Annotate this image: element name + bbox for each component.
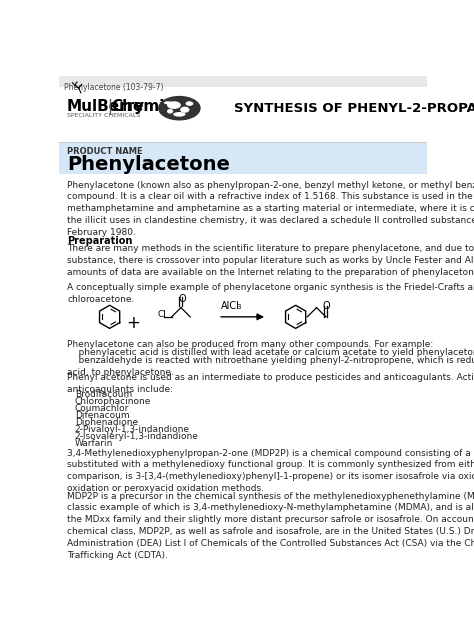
- Ellipse shape: [164, 101, 172, 104]
- Text: benzaldehyde is reacted with nitroethane yielding phenyl-2-nitropropene, which i: benzaldehyde is reacted with nitroethane…: [67, 356, 474, 377]
- Text: O: O: [179, 294, 186, 304]
- Text: Warfarin: Warfarin: [75, 439, 113, 447]
- Ellipse shape: [173, 112, 186, 117]
- Ellipse shape: [167, 101, 181, 109]
- Ellipse shape: [180, 107, 190, 112]
- Text: Chlorophacinone: Chlorophacinone: [75, 397, 151, 406]
- Text: Brodifacoum: Brodifacoum: [75, 390, 132, 399]
- Text: PRODUCT NAME: PRODUCT NAME: [67, 147, 143, 155]
- FancyBboxPatch shape: [59, 142, 427, 174]
- Text: SYNTHESIS OF PHENYL-2-PROPANONE: SYNTHESIS OF PHENYL-2-PROPANONE: [234, 102, 474, 114]
- Text: Difenacoum: Difenacoum: [75, 411, 129, 420]
- Text: SPECIALITY CHEMICALS: SPECIALITY CHEMICALS: [67, 112, 140, 118]
- Ellipse shape: [186, 101, 193, 106]
- Text: phenylacetic acid is distilled with lead acetate or calcium acetate to yield phe: phenylacetic acid is distilled with lead…: [67, 348, 474, 358]
- Ellipse shape: [158, 96, 201, 121]
- Text: Cl: Cl: [158, 310, 166, 319]
- Text: Phenylacetone (103-79-7): Phenylacetone (103-79-7): [64, 83, 164, 92]
- FancyBboxPatch shape: [59, 76, 427, 87]
- Text: O: O: [323, 301, 330, 312]
- Text: Phenylacetone can also be produced from many other compounds. For example:: Phenylacetone can also be produced from …: [67, 340, 433, 349]
- Text: There are many methods in the scientific literature to prepare phenylacetone, an: There are many methods in the scientific…: [67, 245, 474, 277]
- Text: A conceptually simple example of phenylacetone organic synthesis is the Friedel-: A conceptually simple example of phenyla…: [67, 283, 474, 304]
- Text: 3: 3: [237, 304, 241, 310]
- Text: MulBerry: MulBerry: [67, 99, 145, 114]
- Text: |: |: [107, 99, 112, 115]
- Text: Chemicals: Chemicals: [111, 99, 198, 114]
- Ellipse shape: [167, 109, 173, 114]
- Text: 3,4-Methylenedioxyphenylpropan-2-one (MDP2P) is a chemical compound consisting o: 3,4-Methylenedioxyphenylpropan-2-one (MD…: [67, 449, 474, 493]
- Text: Coumachlor: Coumachlor: [75, 404, 129, 413]
- Text: Diphenadione: Diphenadione: [75, 418, 138, 427]
- Text: Phenylacetone (known also as phenylpropan-2-one, benzyl methyl ketone, or methyl: Phenylacetone (known also as phenylpropa…: [67, 181, 474, 237]
- Text: AlCl: AlCl: [220, 301, 239, 312]
- Text: 2-Pivaloyl-1,3-indandione: 2-Pivaloyl-1,3-indandione: [75, 425, 190, 434]
- FancyBboxPatch shape: [59, 87, 427, 142]
- Text: Phenyl acetone is used as an intermediate to produce pesticides and anticoagulan: Phenyl acetone is used as an intermediat…: [67, 373, 474, 394]
- Text: +: +: [127, 313, 141, 332]
- Text: 2-Isovaleryl-1,3-indandione: 2-Isovaleryl-1,3-indandione: [75, 432, 199, 441]
- Text: Phenylacetone: Phenylacetone: [67, 155, 230, 174]
- Text: MDP2P is a precursor in the chemical synthesis of the methylenedioxyphenethylami: MDP2P is a precursor in the chemical syn…: [67, 492, 474, 560]
- Text: Preparation: Preparation: [67, 236, 132, 246]
